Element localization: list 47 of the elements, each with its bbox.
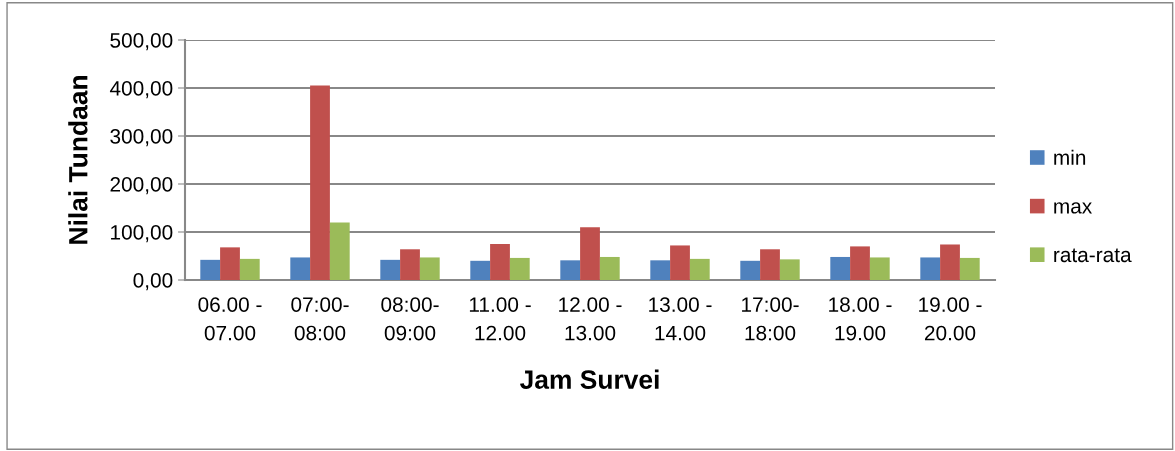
bar	[509, 257, 530, 280]
x-tick-label: 06.00 - 07.00	[198, 297, 262, 341]
bar	[580, 227, 600, 280]
bar	[490, 244, 510, 280]
y-tick-label: 500,00	[110, 33, 173, 51]
bar	[380, 259, 401, 280]
bar	[940, 244, 960, 280]
bar	[470, 260, 491, 280]
bar	[599, 256, 620, 280]
bar	[959, 257, 980, 280]
bar	[869, 257, 890, 280]
y-tick-label: 100,00	[111, 225, 173, 243]
x-tick-label: 19.00 - 20.00	[919, 297, 982, 341]
legend-label: rata-rata	[1054, 248, 1132, 263]
y-tick-label: 400,00	[109, 81, 173, 99]
x-tick-label: 12.00 - 13.00	[559, 297, 622, 341]
bar	[200, 259, 221, 280]
bar	[239, 258, 260, 280]
bar	[779, 259, 800, 280]
bar	[290, 257, 311, 280]
y-tick-label: 0,00	[133, 273, 173, 291]
y-tick-label: 200,00	[110, 177, 173, 195]
x-tick-label: 17:00- 18:00	[742, 297, 799, 341]
bar	[670, 245, 690, 280]
bar	[400, 249, 420, 280]
bar	[560, 260, 581, 280]
bar	[850, 246, 870, 280]
x-tick-label: 18.00 - 19.00	[829, 297, 892, 341]
bar	[689, 258, 710, 280]
x-tick-label: 07:00- 08:00	[291, 297, 349, 341]
bar	[830, 256, 851, 280]
bar	[329, 222, 350, 280]
x-tick-label: 11.00 - 12.00	[469, 297, 531, 341]
legend-label: min	[1054, 149, 1086, 165]
bar	[419, 257, 440, 280]
x-tick-label: 13.00 - 14.00	[649, 297, 712, 341]
x-tick-label: 08:00- 09:00	[381, 297, 439, 341]
bar	[740, 260, 761, 280]
bar	[760, 249, 780, 280]
bar	[220, 247, 240, 280]
bar	[310, 85, 330, 280]
bar	[650, 260, 671, 280]
legend-label: max	[1054, 202, 1092, 214]
bar	[920, 257, 941, 280]
x-axis-title: Jam Survei	[519, 369, 659, 389]
y-axis-title: Nilai Tundaan	[68, 76, 88, 244]
y-tick-label: 300,00	[110, 129, 173, 147]
